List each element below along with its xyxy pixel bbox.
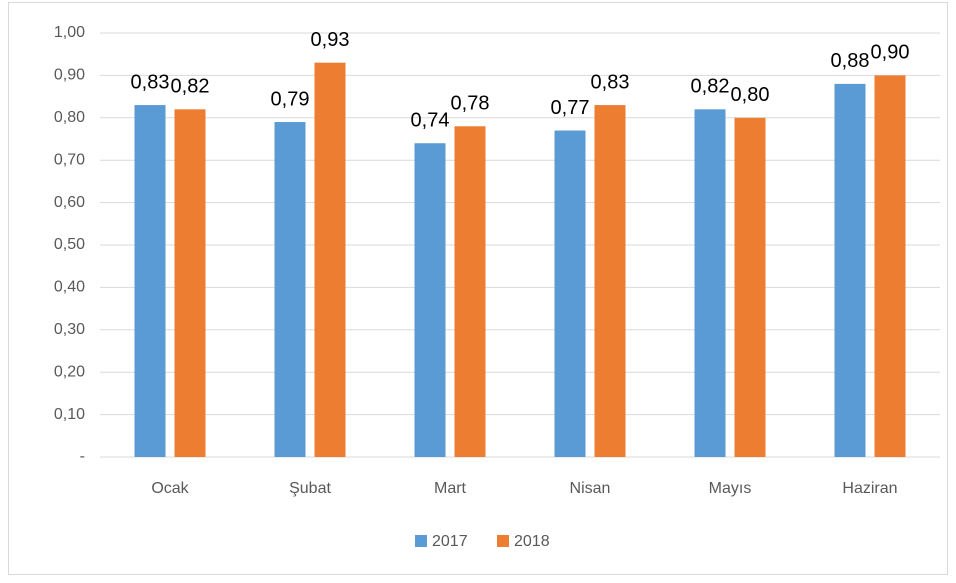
bar bbox=[314, 62, 346, 458]
x-tick-label: Mart bbox=[434, 480, 467, 497]
bar bbox=[174, 109, 206, 457]
y-tick-label: 0,90 bbox=[54, 67, 85, 84]
bar bbox=[734, 117, 766, 458]
data-label: 0,83 bbox=[591, 71, 630, 93]
data-label: 0,93 bbox=[311, 29, 350, 51]
bar bbox=[274, 122, 306, 457]
y-tick-label: 0,10 bbox=[54, 406, 85, 423]
data-label: 0,82 bbox=[691, 76, 730, 98]
data-label: 0,88 bbox=[831, 50, 870, 72]
y-tick-label: 1,00 bbox=[54, 24, 85, 41]
y-tick-label: 0,60 bbox=[54, 194, 85, 211]
y-tick-label: 0,30 bbox=[54, 321, 85, 338]
bar bbox=[414, 143, 446, 458]
bar bbox=[694, 109, 726, 457]
data-label: 0,79 bbox=[271, 88, 310, 110]
bar bbox=[874, 75, 906, 458]
x-tick-label: Haziran bbox=[842, 480, 897, 497]
legend-swatch bbox=[415, 535, 427, 547]
legend-label: 2017 bbox=[432, 533, 468, 550]
bar bbox=[454, 126, 486, 457]
y-tick-label: - bbox=[80, 448, 85, 465]
y-tick-label: 0,40 bbox=[54, 279, 85, 296]
x-tick-label: Ocak bbox=[151, 480, 189, 497]
data-label: 0,82 bbox=[171, 76, 210, 98]
x-tick-label: Şubat bbox=[289, 480, 331, 497]
legend-label: 2018 bbox=[514, 533, 550, 550]
bar bbox=[594, 105, 626, 457]
x-tick-label: Nisan bbox=[570, 480, 611, 497]
y-tick-label: 0,80 bbox=[54, 109, 85, 126]
y-tick-label: 0,70 bbox=[54, 151, 85, 168]
data-label: 0,80 bbox=[731, 84, 770, 106]
x-tick-label: Mayıs bbox=[709, 480, 752, 497]
data-label: 0,90 bbox=[871, 42, 910, 64]
bar bbox=[134, 105, 166, 457]
data-label: 0,74 bbox=[411, 110, 450, 132]
data-label: 0,77 bbox=[551, 97, 590, 119]
bar bbox=[834, 83, 866, 457]
data-label: 0,78 bbox=[451, 93, 490, 115]
legend-swatch bbox=[497, 535, 509, 547]
bar bbox=[554, 130, 586, 457]
y-tick-label: 0,50 bbox=[54, 236, 85, 253]
y-tick-label: 0,20 bbox=[54, 363, 85, 380]
data-label: 0,83 bbox=[131, 71, 170, 93]
